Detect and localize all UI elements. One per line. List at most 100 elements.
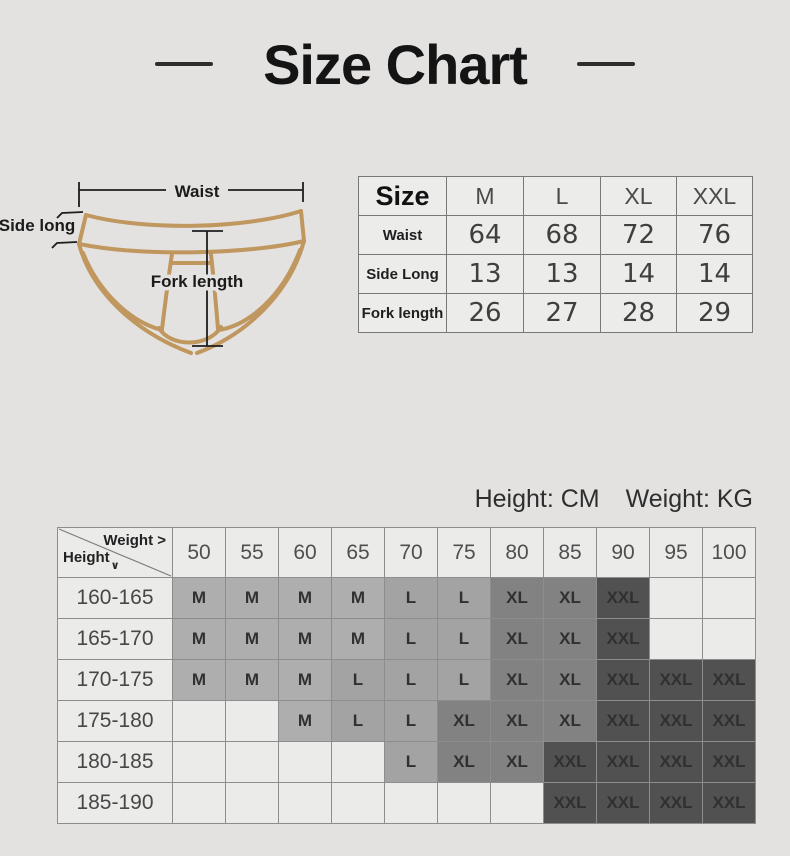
corner-diagonal-line — [58, 528, 172, 577]
matrix-cell: M — [278, 700, 332, 742]
matrix-cell: XXL — [702, 741, 756, 783]
weight-column-header: 70 — [384, 527, 438, 578]
weight-column-header: 85 — [543, 527, 597, 578]
page-title: Size Chart — [263, 32, 528, 96]
measurement-value: 64 — [446, 215, 524, 255]
side-long-label: Side long — [0, 216, 75, 235]
size-table-row-waist: Waist 64 68 72 76 — [358, 215, 753, 255]
briefs-measurement-diagram: Waist Side long Fork length — [0, 182, 306, 355]
measurement-value: 14 — [600, 254, 677, 294]
matrix-cell: M — [225, 659, 279, 701]
matrix-cell — [172, 700, 226, 742]
size-table-row-side-long: Side Long 13 13 14 14 — [358, 254, 753, 294]
weight-column-header: 90 — [596, 527, 650, 578]
title-row: Size Chart — [0, 26, 790, 102]
measurement-value: 68 — [523, 215, 601, 255]
row-label: Fork length — [358, 293, 447, 333]
matrix-row: 185-190 XXL XXL XXL XXL — [57, 782, 756, 824]
size-table-header-row: Size M L XL XXL — [358, 176, 753, 216]
size-column-header: XL — [600, 176, 677, 216]
matrix-cell — [384, 782, 438, 824]
height-row-header: 175-180 — [57, 700, 173, 742]
row-label: Side Long — [358, 254, 447, 294]
measurement-value: 26 — [446, 293, 524, 333]
matrix-row: 160-165 M M M M L L XL XL XXL — [57, 577, 756, 619]
height-unit-label: Height: CM — [474, 485, 600, 513]
fork-length-measurement: Fork length — [147, 230, 247, 347]
matrix-cell: XXL — [702, 659, 756, 701]
matrix-cell: XL — [490, 741, 544, 783]
height-row-header: 185-190 — [57, 782, 173, 824]
weight-column-header: 100 — [702, 527, 756, 578]
matrix-cell: XL — [490, 618, 544, 660]
matrix-cell: XXL — [649, 741, 703, 783]
matrix-cell — [649, 618, 703, 660]
matrix-cell — [649, 577, 703, 619]
height-row-header: 160-165 — [57, 577, 173, 619]
matrix-cell: L — [331, 659, 385, 701]
matrix-cell — [225, 700, 279, 742]
matrix-cell: XL — [543, 659, 597, 701]
matrix-cell: M — [331, 577, 385, 619]
matrix-cell: XL — [437, 700, 491, 742]
matrix-cell: XL — [437, 741, 491, 783]
briefs-outline — [77, 209, 306, 355]
matrix-cell — [702, 577, 756, 619]
matrix-row: 180-185 L XL XL XXL XXL XXL XXL — [57, 741, 756, 783]
matrix-row: 170-175 M M M L L L XL XL XXL XXL XXL — [57, 659, 756, 701]
matrix-cell — [331, 741, 385, 783]
size-table: Size M L XL XXL Waist 64 68 72 76 Side L… — [358, 176, 753, 333]
height-weight-matrix: Weight > Height∨ 50 55 60 65 70 75 80 85… — [57, 527, 756, 824]
matrix-cell: XXL — [649, 659, 703, 701]
matrix-cell — [172, 741, 226, 783]
corner-weight-label: Weight — [103, 532, 154, 549]
measurement-value: 28 — [600, 293, 677, 333]
size-column-header: XXL — [676, 176, 753, 216]
title-dash-left — [155, 62, 214, 66]
weight-column-header: 65 — [331, 527, 385, 578]
matrix-cell: M — [278, 659, 332, 701]
side-long-measurement: Side long — [0, 211, 84, 249]
height-row-header: 170-175 — [57, 659, 173, 701]
height-direction-arrow: ∨ — [110, 560, 120, 572]
measurement-value: 13 — [446, 254, 524, 294]
measurement-value: 76 — [676, 215, 753, 255]
matrix-cell: XXL — [596, 618, 650, 660]
height-row-header: 165-170 — [57, 618, 173, 660]
matrix-cell: M — [172, 577, 226, 619]
matrix-cell: XXL — [543, 741, 597, 783]
matrix-cell: XL — [490, 700, 544, 742]
matrix-cell: XXL — [596, 577, 650, 619]
matrix-cell — [172, 782, 226, 824]
matrix-cell: L — [384, 700, 438, 742]
matrix-cell — [225, 741, 279, 783]
title-dash-right — [576, 62, 635, 66]
matrix-cell: XXL — [649, 782, 703, 824]
matrix-cell: L — [437, 659, 491, 701]
matrix-cell: XXL — [649, 700, 703, 742]
corner-height-label: Height — [63, 549, 110, 566]
matrix-cell: XL — [543, 577, 597, 619]
matrix-cell: L — [384, 741, 438, 783]
height-row-header: 180-185 — [57, 741, 173, 783]
matrix-cell: XXL — [702, 782, 756, 824]
measurement-value: 27 — [523, 293, 601, 333]
measurement-value: 72 — [600, 215, 677, 255]
matrix-cell: M — [278, 577, 332, 619]
weight-column-header: 75 — [437, 527, 491, 578]
size-column-header: L — [523, 176, 601, 216]
matrix-cell: L — [331, 700, 385, 742]
fork-length-label: Fork length — [151, 272, 244, 291]
size-table-title: Size — [358, 176, 447, 216]
matrix-cell: M — [225, 618, 279, 660]
weight-column-header: 55 — [225, 527, 279, 578]
matrix-cell: XXL — [596, 659, 650, 701]
measurement-value: 13 — [523, 254, 601, 294]
matrix-cell: M — [278, 618, 332, 660]
matrix-cell: XL — [490, 577, 544, 619]
matrix-corner-cell: Weight > Height∨ — [57, 527, 173, 578]
weight-column-header: 60 — [278, 527, 332, 578]
size-table-row-fork-length: Fork length 26 27 28 29 — [358, 293, 753, 333]
matrix-cell: M — [172, 659, 226, 701]
weight-unit-label: Weight: KG — [625, 485, 753, 513]
